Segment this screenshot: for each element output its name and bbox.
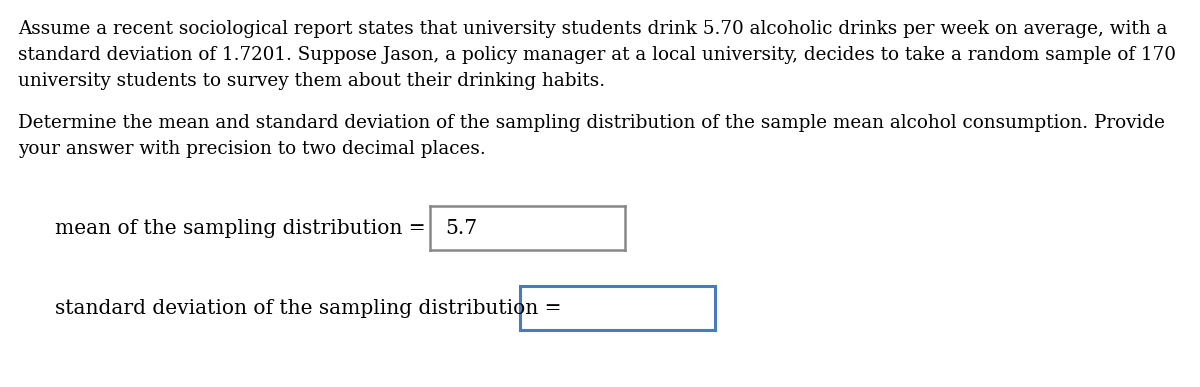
- Text: university students to survey them about their drinking habits.: university students to survey them about…: [18, 72, 605, 90]
- Text: your answer with precision to two decimal places.: your answer with precision to two decima…: [18, 140, 486, 158]
- Text: mean of the sampling distribution =: mean of the sampling distribution =: [55, 219, 426, 238]
- Text: Assume a recent sociological report states that university students drink 5.70 a: Assume a recent sociological report stat…: [18, 20, 1168, 38]
- Text: 5.7: 5.7: [445, 219, 478, 238]
- Text: Determine the mean and standard deviation of the sampling distribution of the sa: Determine the mean and standard deviatio…: [18, 114, 1165, 132]
- Text: standard deviation of the sampling distribution =: standard deviation of the sampling distr…: [55, 298, 562, 317]
- Text: standard deviation of 1.7201. Suppose Jason, a policy manager at a local univers: standard deviation of 1.7201. Suppose Ja…: [18, 46, 1176, 64]
